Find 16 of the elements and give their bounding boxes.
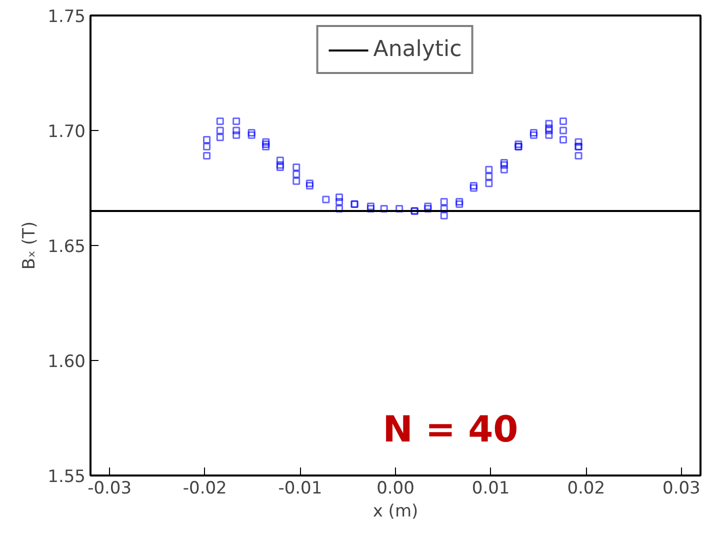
y-axis-title: Bₓ (T) <box>20 221 40 270</box>
annotation: N = 40 <box>382 410 518 450</box>
y-tick-label: 1.70 <box>48 122 86 142</box>
y-tick-label: 1.60 <box>48 352 86 372</box>
x-tick-label: 0.01 <box>472 478 510 498</box>
y-tick-label: 1.65 <box>48 237 86 257</box>
y-tick-label: 1.55 <box>48 467 86 487</box>
x-axis-title: x (m) <box>372 502 418 522</box>
x-tick-label: -0.01 <box>278 478 322 498</box>
x-tick-label: -0.02 <box>182 478 227 498</box>
x-tick-label: 0.02 <box>567 478 606 498</box>
x-tick-label: -0.03 <box>88 478 132 498</box>
x-tick-label: 0.00 <box>376 478 414 498</box>
legend-label: Analytic <box>373 37 462 62</box>
x-tick-label: 0.03 <box>662 478 700 498</box>
y-tick-label: 1.75 <box>48 7 86 27</box>
